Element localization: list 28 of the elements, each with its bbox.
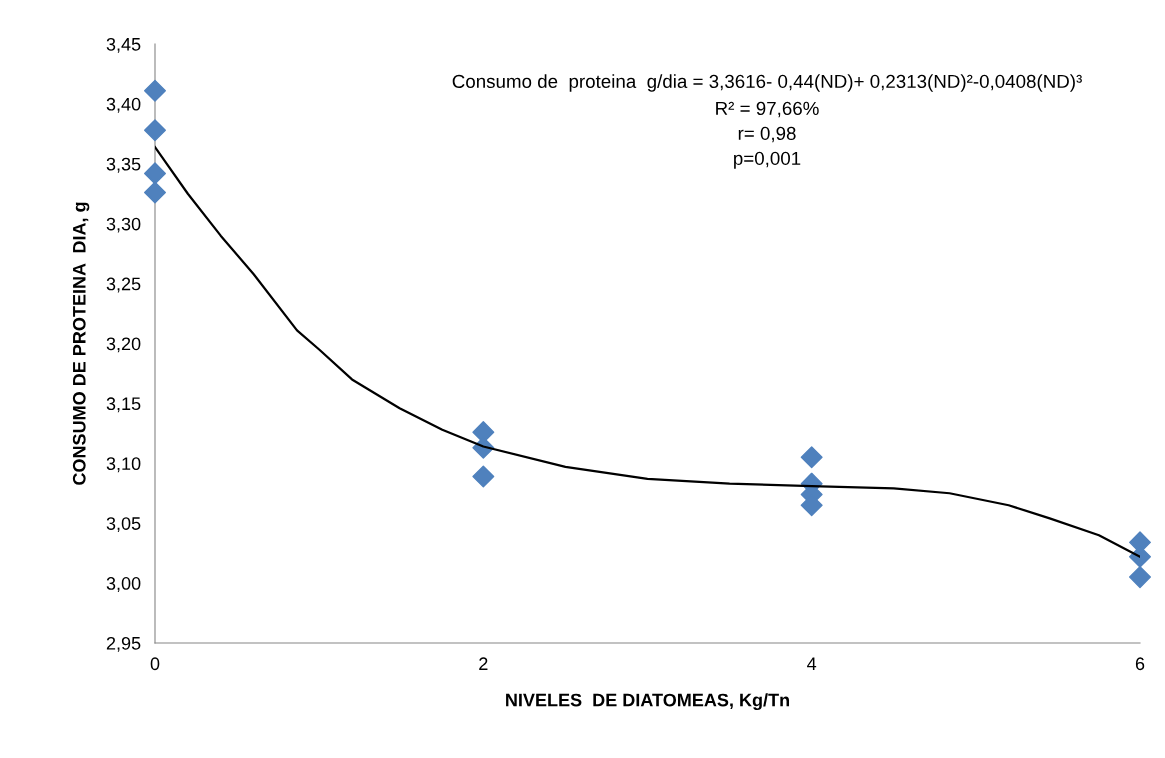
x-axis-title: NIVELES DE DIATOMEAS, Kg/Tn <box>506 693 790 711</box>
annotation: r= 0,98 <box>738 126 796 143</box>
y-tick-label: 3,15 <box>106 397 141 413</box>
y-tick-label: 3,20 <box>106 337 141 353</box>
y-tick-label: 3,30 <box>106 217 141 233</box>
point <box>800 446 823 469</box>
point <box>1129 566 1151 589</box>
y-tick-label: 3,35 <box>106 157 141 173</box>
y-tick-label: 2,95 <box>106 636 141 652</box>
annotation: p=0,001 <box>734 151 801 169</box>
y-tick-label: 3,10 <box>106 457 141 473</box>
annotation: Consumo de proteina g/dia = 3,3616- 0,44(ND)+ 0,2313(ND)²-0,0408(ND)³ <box>452 74 1082 92</box>
y-axis-title: CONSUMO DE PROTEINA DIA, g <box>72 202 90 485</box>
x-tick-label: 0 <box>150 657 160 671</box>
y-tick-label: 3,00 <box>106 577 141 592</box>
x-tick-label: 4 <box>807 657 817 670</box>
x-tick-label: 2 <box>479 657 488 670</box>
point <box>472 465 495 488</box>
point <box>144 162 166 185</box>
y-tick-label: 3,45 <box>106 37 141 53</box>
y-tick-label: 3,25 <box>106 277 141 293</box>
point <box>144 119 166 142</box>
point <box>144 79 166 102</box>
annotation: R² = 97,66% <box>716 101 819 118</box>
y-tick-label: 3,05 <box>106 517 141 533</box>
x-tick-label: 6 <box>1135 657 1145 671</box>
y-tick-label: 3,40 <box>106 97 141 113</box>
point <box>144 181 166 204</box>
